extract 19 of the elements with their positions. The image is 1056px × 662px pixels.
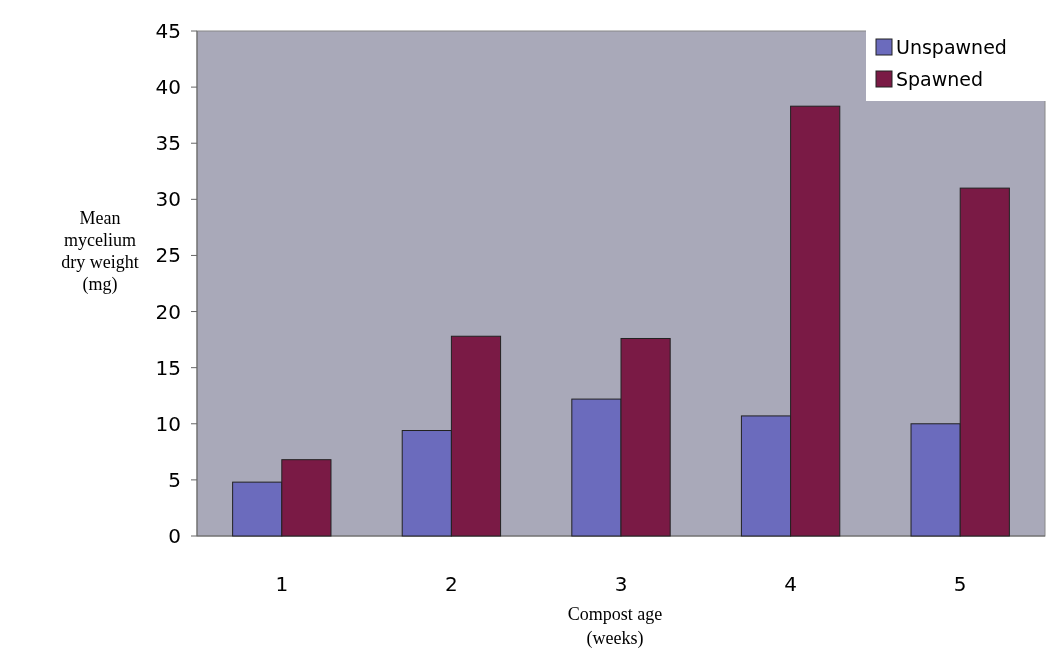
legend-label: Spawned (896, 67, 984, 90)
x-axis-title: Compost age (weeks) (567, 604, 663, 649)
y-tick-label: 20 (155, 299, 181, 324)
y-axis-title: Mean mycelium dry weight (mg) (61, 207, 139, 295)
y-tick-label: 0 (168, 524, 181, 548)
y-tick-label: 5 (168, 467, 181, 492)
x-tick-label: 2 (445, 572, 458, 596)
y-tick-label: 40 (155, 75, 181, 100)
y-tick-label: 30 (155, 187, 181, 212)
y-tick-label: 10 (155, 411, 181, 436)
x-tick-label: 5 (953, 572, 967, 596)
x-tick-label: 3 (614, 572, 628, 596)
y-tick-label: 35 (155, 131, 181, 156)
x-tick-label: 1 (275, 572, 289, 596)
legend-label: Unspawned (896, 35, 1007, 58)
y-tick-label: 25 (155, 243, 181, 268)
x-tick-label: 4 (784, 572, 797, 596)
y-tick-label: 45 (155, 19, 181, 43)
y-tick-label: 15 (155, 355, 181, 380)
